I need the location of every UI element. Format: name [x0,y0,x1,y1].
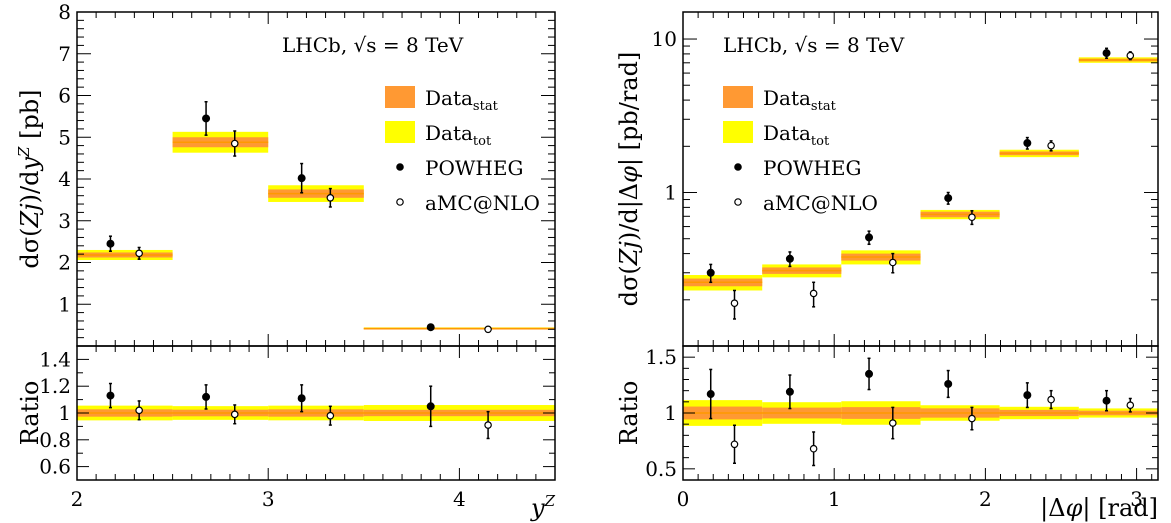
amc-ratio-point [1126,401,1135,409]
amc-point [889,258,897,267]
y-tick-label: 2 [58,251,71,275]
powheg-ratio-point [106,391,115,400]
left-panel: 2 3 4 1 2 3 4 5 6 7 8 0.6 0.8 1 1.2 1.4 dσ(Zj)/dyZ [pb] R… [15,0,556,522]
amc-point [135,249,143,258]
ratio-y-tick-label: 1 [58,401,71,425]
powheg-point [202,114,211,123]
legend-open-marker [396,198,404,206]
y-axis-label: dσ(Zj)/dyZ [pb] [15,89,44,268]
amc-ratio-point [730,440,739,449]
powheg-point [706,268,715,277]
ratio-y-tick-label: 1 [664,401,677,425]
experiment-annotation: LHCb, √s = 8 TeV [282,33,464,57]
legend-label: Datastat [763,86,837,114]
amc-point [326,193,335,202]
x-tick-label: 2 [71,487,84,511]
x-tick-label: 3 [1130,487,1143,511]
ratio-y-tick-label: 1.4 [39,347,71,371]
amc-ratio-point [326,411,335,420]
legend-label: POWHEG [763,156,861,180]
legend-filled-marker [396,163,404,171]
y-axis-label: dσ(Zj)/d|Δφ| [pb/rad] [615,52,644,307]
legend-label: aMC@NLO [425,191,540,215]
powheg-point [297,174,306,183]
y-tick-label: 6 [58,84,71,108]
ratio-y-tick-label: 0.5 [645,457,677,481]
powheg-point [785,254,794,263]
amc-point [809,289,818,298]
powheg-ratio-point [297,394,306,403]
legend-filled-marker [734,163,742,171]
right-panel: 0 1 2 3 1 10 0.5 1 1.5 dσ(Zj)/d|Δφ| [pb/rad] Ratio… [615,11,1159,523]
powheg-point [426,323,435,332]
y-tick-label: 3 [58,209,71,233]
amc-point [1047,141,1055,150]
legend-open-marker [734,198,742,206]
x-tick-label: 2 [979,487,992,511]
amc-point [1126,51,1135,60]
x-tick-label: 4 [453,487,466,511]
experiment-annotation: LHCb, √s = 8 TeV [723,33,905,57]
amc-ratio-point [230,410,239,419]
x-axis-label: yZ [530,492,556,522]
legend-band-stat-swatch [723,86,753,108]
ratio-y-tick-label: 1.5 [645,345,677,369]
x-tick-label: 3 [262,487,275,511]
y-tick-label: 4 [58,167,71,191]
amc-ratio-point [889,419,897,427]
legend-band-tot-swatch [723,121,753,143]
powheg-ratio-point [865,369,874,378]
legend-band-tot-swatch [385,121,415,143]
powheg-ratio-point [944,379,953,388]
powheg-ratio-point [785,387,794,396]
ratio-y-tick-label: 0.8 [39,428,71,452]
ratio-y-axis-label: Ratio [615,381,643,446]
powheg-ratio-point [1102,396,1111,405]
amc-ratio-point [484,421,492,429]
x-axis-label: |Δφ| [rad] [1040,494,1158,523]
legend-label: Datatot [425,121,492,149]
amc-ratio-point [968,414,976,423]
amc-point [484,325,492,334]
y-tick-label: 5 [58,125,71,149]
powheg-ratio-point [706,390,715,399]
y-tick-label: 8 [58,0,71,24]
legend-band-stat-swatch [385,86,415,108]
y-tick-label: 7 [58,42,71,66]
x-tick-label: 1 [828,487,841,511]
y-tick-label: 1 [664,181,677,205]
powheg-ratio-point [426,402,435,411]
legend-label: POWHEG [425,156,523,180]
amc-ratio-point [1047,395,1055,404]
powheg-ratio-point [1023,391,1032,400]
ratio-y-axis-label: Ratio [16,381,44,446]
y-tick-label: 1 [58,292,71,316]
amc-point [968,213,976,222]
ratio-y-tick-label: 0.6 [39,455,71,479]
legend-label: Datastat [425,86,499,114]
legend-label: Datatot [763,121,830,149]
amc-point [730,299,739,308]
amc-point [230,139,239,148]
powheg-point [1023,139,1032,148]
powheg-ratio-point [202,392,211,401]
amc-ratio-point [809,444,818,453]
ratio-y-tick-label: 1.2 [39,374,71,398]
amc-ratio-point [135,406,143,415]
powheg-point [944,194,953,203]
powheg-point [865,233,874,242]
powheg-point [106,239,115,248]
powheg-point [1102,49,1111,58]
legend-label: aMC@NLO [763,191,878,215]
y-tick-label: 10 [652,27,677,51]
x-tick-label: 0 [677,487,690,511]
